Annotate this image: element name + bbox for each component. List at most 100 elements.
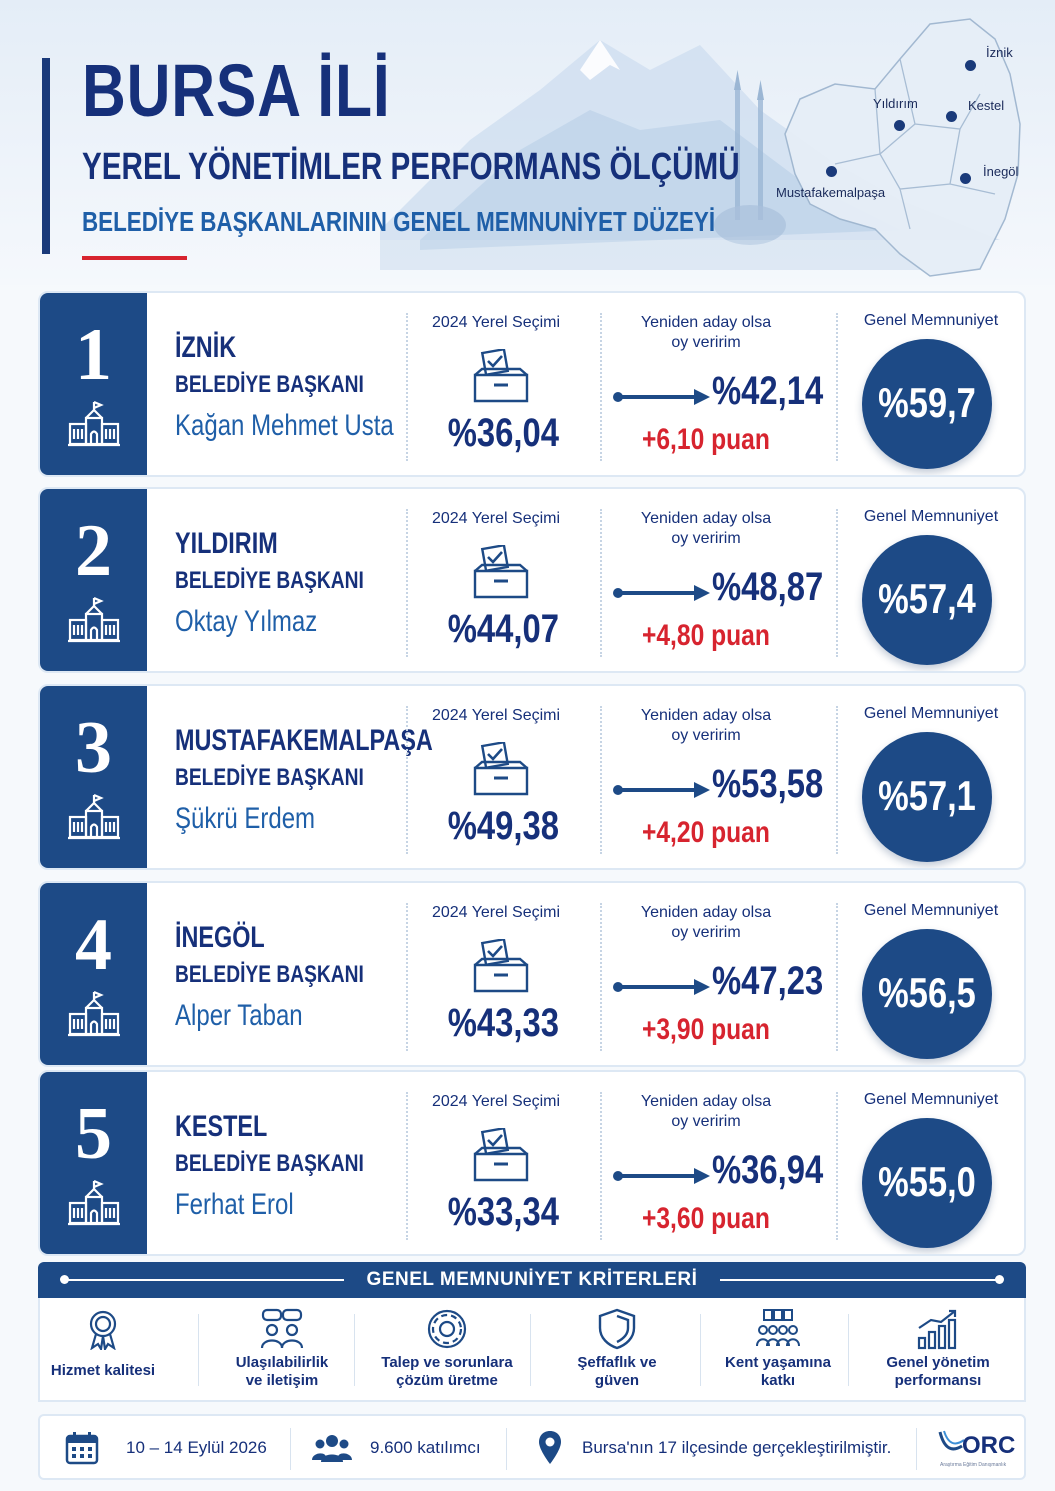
- vote-again-label-line2: oy veririm: [671, 530, 741, 547]
- vote-again-label-line2: oy veririm: [671, 727, 741, 744]
- mayor-role: BELEDİYE BAŞKANI: [175, 371, 364, 398]
- ballot-box-icon: [472, 347, 530, 403]
- ballot-box-icon: [472, 937, 530, 993]
- title-underline: [82, 256, 187, 260]
- mayor-role: BELEDİYE BAŞKANI: [175, 1150, 364, 1177]
- vote-again-result: %47,23: [712, 959, 824, 1003]
- ranking-row: 5 KESTEL BELEDİYE BAŞKANI Ferhat Erol 20…: [38, 1070, 1026, 1256]
- map-dot-inegol: [960, 173, 971, 184]
- header: BURSA İLİ YEREL YÖNETİMLER PERFORMANS ÖL…: [0, 0, 1055, 285]
- survey-dates: 10 – 14 Eylül 2026: [126, 1438, 267, 1457]
- satisfaction-badge: %57,1: [862, 732, 992, 862]
- satisfaction-label: Genel Memnuniyet: [863, 1091, 999, 1108]
- criteria-label-line2: ve iletişim: [245, 1372, 319, 1389]
- criteria-header: GENEL MEMNUNİYET KRİTERLERİ: [38, 1262, 1026, 1298]
- survey-scope: Bursa'nın 17 ilçesinde gerçekleştirilmiş…: [582, 1438, 892, 1457]
- election-label: 2024 Yerel Seçimi: [431, 1093, 561, 1110]
- arrow-right-icon: [612, 1166, 712, 1186]
- criteria-label-line2: çözüm üretme: [396, 1372, 498, 1389]
- criteria-divider: [198, 1314, 199, 1386]
- vote-again-label-line2: oy veririm: [671, 1113, 741, 1130]
- criteria-item: Talep ve sorunlara çözüm üretme: [358, 1298, 536, 1402]
- mayor-role: BELEDİYE BAŞKANI: [175, 764, 364, 791]
- rank-badge: 2: [40, 489, 147, 671]
- column-divider: [406, 1092, 408, 1240]
- municipality-building-icon: [67, 1177, 121, 1227]
- arrow-right-icon: [612, 387, 712, 407]
- mayor-name: Ferhat Erol: [175, 1188, 294, 1221]
- map-dot-mustafakemalpasa: [826, 166, 837, 177]
- district-name: KESTEL: [175, 1110, 268, 1143]
- district-name: İNEGÖL: [175, 921, 265, 954]
- vote-again-label-line1: Yeniden aday olsa: [640, 707, 772, 724]
- rank-badge: 1: [40, 293, 147, 475]
- point-change: +4,80 puan: [642, 619, 770, 652]
- vote-again-label-line1: Yeniden aday olsa: [640, 510, 772, 527]
- calendar-icon: [65, 1432, 99, 1465]
- ranking-row: 3 MUSTAFAKEMALPAŞA BELEDİYE BAŞKANI Şükr…: [38, 684, 1026, 870]
- satisfaction-value: %55,0: [878, 1158, 976, 1205]
- satisfaction-label: Genel Memnuniyet: [863, 902, 999, 919]
- people-chat-icon: [259, 1308, 305, 1350]
- mayor-name: Alper Taban: [175, 999, 303, 1032]
- point-change: +4,20 puan: [642, 816, 770, 849]
- criteria-label-line1: Talep ve sorunlara: [381, 1354, 513, 1371]
- criteria-header-line-left: [68, 1279, 344, 1281]
- election-label: 2024 Yerel Seçimi: [431, 510, 561, 527]
- ranking-row: 1 İZNİK BELEDİYE BAŞKANI Kağan Mehmet Us…: [38, 291, 1026, 477]
- page-subtitle: YEREL YÖNETİMLER PERFORMANS ÖLÇÜMÜ: [82, 146, 740, 188]
- column-divider: [836, 706, 838, 854]
- column-divider: [836, 1092, 838, 1240]
- municipality-building-icon: [67, 988, 121, 1038]
- rank-number: 2: [75, 510, 112, 592]
- election-label: 2024 Yerel Seçimi: [431, 904, 561, 921]
- map-dot-iznik: [965, 60, 976, 71]
- criteria-label: Genel yönetim performansı: [852, 1354, 1024, 1390]
- criteria-divider: [530, 1314, 531, 1386]
- participant-count: 9.600 katılımcı: [370, 1438, 481, 1457]
- ballot-box-icon: [472, 740, 530, 796]
- column-divider: [836, 509, 838, 657]
- vote-again-label-line2: oy veririm: [671, 924, 741, 941]
- ballot-box-icon: [472, 543, 530, 599]
- criteria-label-line1: Genel yönetim: [886, 1354, 990, 1371]
- orc-logo-tagline: Araştırma Eğitim Danışmanlık: [940, 1462, 1007, 1468]
- election-result: %49,38: [447, 804, 559, 848]
- satisfaction-value: %56,5: [878, 969, 976, 1016]
- map-label-yildirim: Yıldırım: [873, 96, 918, 111]
- award-icon: [80, 1308, 126, 1353]
- vote-again-label: Yeniden aday olsa oy veririm: [616, 509, 796, 549]
- participants-icon: [312, 1435, 352, 1462]
- criteria-label-line1: Ulaşılabilirlik: [235, 1354, 329, 1371]
- satisfaction-value: %57,1: [878, 772, 976, 819]
- point-change: +3,90 puan: [642, 1013, 770, 1046]
- election-label: 2024 Yerel Seçimi: [431, 314, 561, 331]
- mayor-role: BELEDİYE BAŞKANI: [175, 961, 364, 988]
- vote-again-label-line1: Yeniden aday olsa: [640, 904, 772, 921]
- rank-number: 1: [75, 314, 112, 396]
- rank-number: 4: [75, 904, 112, 986]
- mayor-role: BELEDİYE BAŞKANI: [175, 567, 364, 594]
- growth-chart-icon: [915, 1308, 961, 1350]
- district-name: İZNİK: [175, 331, 237, 364]
- orc-logo-text: ORC: [962, 1432, 1016, 1459]
- vote-again-result: %53,58: [712, 762, 824, 806]
- election-result: %36,04: [447, 411, 559, 455]
- ranking-row: 2 YILDIRIM BELEDİYE BAŞKANI Oktay Yılmaz…: [38, 487, 1026, 673]
- mayor-name: Oktay Yılmaz: [175, 605, 318, 638]
- vote-again-label-line1: Yeniden aday olsa: [640, 1093, 772, 1110]
- criteria-divider: [354, 1314, 355, 1386]
- criteria-header-line-right: [720, 1279, 996, 1281]
- bursa-map: [784, 18, 1021, 277]
- location-pin-icon: [539, 1431, 561, 1464]
- criteria-list: Hizmet kalitesi Ulaşılabilirlik ve ileti…: [38, 1298, 1026, 1402]
- municipality-building-icon: [67, 398, 121, 448]
- map-dot-yildirim: [894, 120, 905, 131]
- rank-badge: 3: [40, 686, 147, 868]
- criteria-label-line1: Kent yaşamına: [725, 1354, 831, 1371]
- criteria-label-line1: Hizmet kalitesi: [50, 1362, 156, 1379]
- criteria-item: Şeffaflık ve güven: [534, 1298, 700, 1402]
- criteria-divider: [700, 1314, 701, 1386]
- vote-again-result: %36,94: [712, 1148, 824, 1192]
- map-label-iznik: İznik: [986, 45, 1013, 60]
